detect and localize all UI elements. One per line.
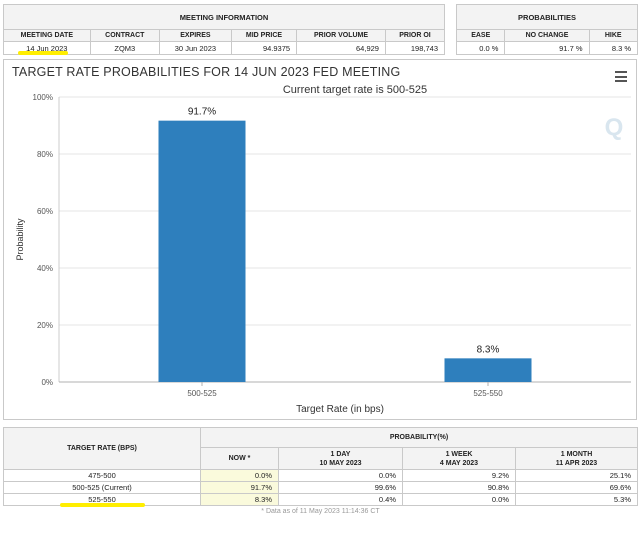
- no-change-value: 91.7 %: [504, 41, 590, 55]
- now-value: 0.0%: [200, 469, 279, 482]
- y-axis-title: Probability: [15, 218, 25, 261]
- col-prior-oi: PRIOR OI: [384, 29, 446, 42]
- highlight-marker: [18, 51, 68, 55]
- target-rate-header: TARGET RATE (BPS): [3, 427, 201, 470]
- y-tick-label: 0%: [41, 378, 53, 387]
- day-value: 0.0%: [278, 469, 403, 482]
- col-prior-volume: PRIOR VOLUME: [296, 29, 386, 42]
- prior-oi-value: 198,743: [384, 41, 446, 55]
- probabilities-header: PROBABILITIES: [456, 4, 638, 30]
- bar-chart: Current target rate is 500-525 0% 20% 40% 60…: [15, 84, 631, 415]
- mid-price-value: 94.9375: [230, 41, 298, 55]
- data-footnote: * Data as of 11 May 2023 11:14:36 CT: [261, 507, 380, 515]
- day-value: 0.4%: [278, 493, 403, 506]
- col-ease: EASE: [455, 29, 506, 42]
- prior-volume-value: 64,929: [296, 41, 386, 55]
- chart-panel: Current target rate is 500-525 0% 20% 40% 60…: [3, 59, 637, 420]
- bar-500-525: [158, 120, 246, 382]
- x-tick-label: 525-550: [473, 389, 503, 398]
- now-value: 8.3%: [200, 493, 279, 506]
- expires-value: 30 Jun 2023: [158, 41, 232, 55]
- rate-label: 500-525 (Current): [3, 481, 201, 494]
- y-tick-label: 40%: [37, 264, 53, 273]
- week-value: 9.2%: [402, 469, 516, 482]
- contract-value: ZQM3: [89, 41, 160, 55]
- week-value: 90.8%: [402, 481, 516, 494]
- col-hike: HIKE: [588, 29, 638, 42]
- meeting-info-table: MEETING INFORMATION MEETING DATE CONTRAC…: [3, 4, 446, 55]
- col-1-week: 1 WEEK 4 MAY 2023: [402, 447, 516, 470]
- rate-label: 475-500: [3, 469, 201, 482]
- y-tick-label: 100%: [33, 93, 53, 102]
- col-now: NOW *: [200, 447, 279, 470]
- col-meeting-date: MEETING DATE: [3, 29, 91, 42]
- col-1-month: 1 MONTH 11 APR 2023: [515, 447, 638, 470]
- meeting-info-header: MEETING INFORMATION: [3, 4, 445, 30]
- col-1-day: 1 DAY 10 MAY 2023: [278, 447, 403, 470]
- month-value: 25.1%: [515, 469, 638, 482]
- col-no-change: NO CHANGE: [504, 29, 590, 42]
- hamburger-menu-icon[interactable]: [615, 71, 627, 82]
- chart-subtitle: Current target rate is 500-525: [283, 84, 427, 96]
- data-label: 8.3%: [477, 344, 500, 355]
- month-value: 69.6%: [515, 481, 638, 494]
- hike-value: 8.3 %: [588, 41, 638, 55]
- q-logo-icon: Q: [605, 114, 624, 141]
- table-row: 525-550 8.3% 0.4% 0.0% 5.3%: [3, 493, 638, 506]
- ease-value: 0.0 %: [455, 41, 506, 55]
- week-value: 0.0%: [402, 493, 516, 506]
- data-label: 91.7%: [188, 107, 216, 118]
- highlight-marker: [60, 503, 145, 507]
- now-value: 91.7%: [200, 481, 279, 494]
- x-axis-title: Target Rate (in bps): [296, 404, 384, 415]
- col-expires: EXPIRES: [158, 29, 232, 42]
- table-row: 475-500 0.0% 0.0% 9.2% 25.1%: [3, 469, 638, 482]
- y-tick-label: 20%: [37, 321, 53, 330]
- month-value: 5.3%: [515, 493, 638, 506]
- x-tick-label: 500-525: [187, 389, 217, 398]
- probabilities-table: PROBABILITIES EASE NO CHANGE HIKE 0.0 % …: [455, 4, 638, 55]
- col-mid-price: MID PRICE: [230, 29, 298, 42]
- col-contract: CONTRACT: [89, 29, 160, 42]
- table-row: 500-525 (Current) 91.7% 99.6% 90.8% 69.6…: [3, 481, 638, 494]
- bar-525-550: [444, 358, 532, 382]
- probability-header: PROBABILITY(%): [200, 427, 638, 448]
- y-tick-label: 60%: [37, 207, 53, 216]
- day-value: 99.6%: [278, 481, 403, 494]
- y-tick-label: 80%: [37, 150, 53, 159]
- chart-title: TARGET RATE PROBABILITIES FOR 14 JUN 202…: [12, 65, 401, 79]
- target-rate-table: TARGET RATE (BPS) PROBABILITY(%) NOW * 1…: [3, 427, 638, 517]
